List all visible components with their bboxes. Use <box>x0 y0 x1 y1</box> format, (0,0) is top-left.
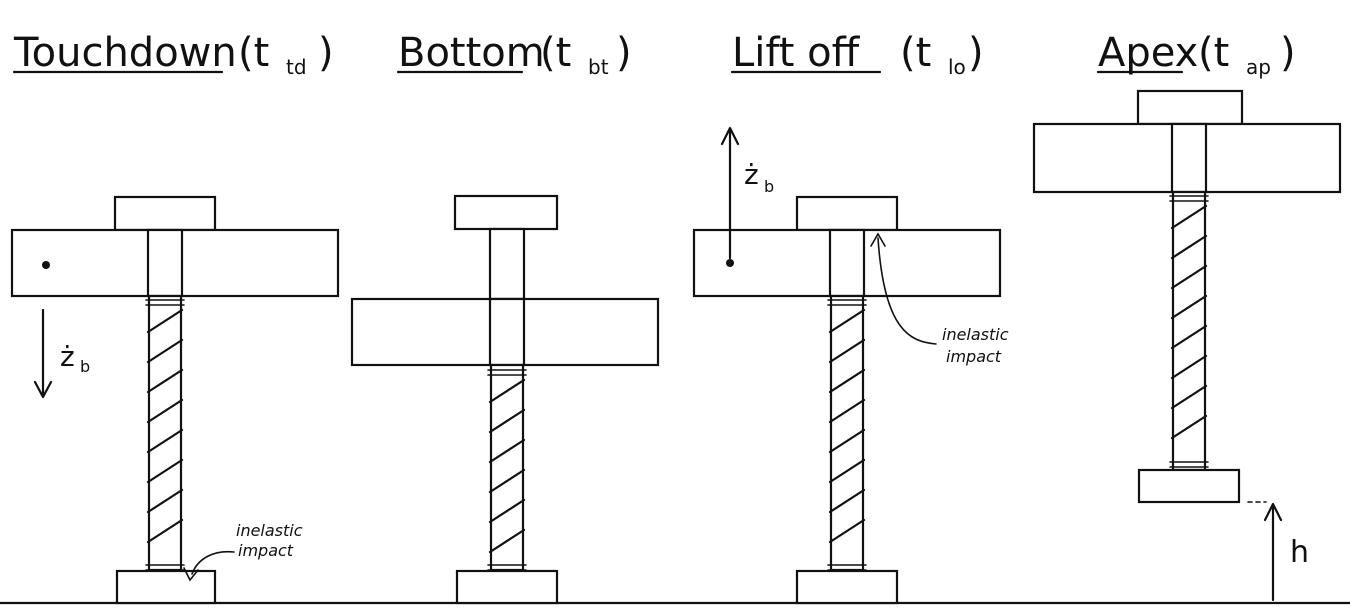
title-liftoff: Lift off (t lo ) <box>730 30 984 79</box>
title-bottom: Bottom (t bt ) <box>396 30 632 79</box>
title-apex-close: ) <box>1280 30 1296 76</box>
velocity-up-arrow <box>720 126 740 260</box>
velocity-label-sub: b <box>80 357 90 376</box>
rod-lower <box>489 363 525 572</box>
foot-pad <box>455 569 559 605</box>
title-liftoff-text: Lift off <box>732 30 861 76</box>
spring <box>1169 195 1209 468</box>
body-impact-note-line1: inelastic <box>942 325 1009 344</box>
title-bottom-open: (t <box>540 30 571 76</box>
hopper-touchdown: ż b inelastic impact <box>10 195 340 605</box>
foot-pad <box>115 569 217 605</box>
title-touchdown-close: ) <box>318 30 334 76</box>
title-apex-open: (t <box>1198 30 1229 76</box>
rod-cap <box>453 194 559 231</box>
rod-upper <box>828 228 866 298</box>
velocity-down-arrow <box>33 308 53 399</box>
body-impact-pointer <box>877 237 937 345</box>
foot-pad <box>795 569 899 605</box>
title-liftoff-open: (t <box>900 30 931 76</box>
title-touchdown-open: (t <box>238 30 269 76</box>
body-impact-arrowhead <box>870 232 886 247</box>
velocity-label-symbol: ż <box>60 340 75 373</box>
spring <box>827 299 867 571</box>
hopper-apex: h <box>1032 89 1342 602</box>
velocity-label-sub: b <box>764 177 774 196</box>
rod-cap <box>113 195 217 232</box>
center-of-mass-dot <box>726 259 734 267</box>
title-touchdown-sub: td <box>286 55 307 79</box>
rod-inside-body <box>488 297 526 367</box>
title-bottom-close: ) <box>616 30 632 76</box>
title-liftoff-sub: lo <box>948 55 966 79</box>
title-apex-sub: ap <box>1246 55 1271 79</box>
rod-cap <box>795 195 899 232</box>
height-label: h <box>1290 535 1309 570</box>
title-apex-text: Apex <box>1098 30 1198 76</box>
foot-impact-pointer <box>191 550 235 575</box>
center-of-mass-dot <box>42 261 50 269</box>
title-bottom-sub: bt <box>588 55 609 79</box>
foot-impact-arrowhead <box>183 567 199 582</box>
velocity-label-symbol: ż <box>744 158 759 191</box>
hopper-bottom <box>350 194 660 605</box>
rod-upper <box>1170 122 1208 194</box>
foot-impact-note-line2: impact <box>238 541 294 560</box>
rod-upper <box>488 227 526 301</box>
title-liftoff-close: ) <box>968 30 984 76</box>
foot-impact-note-line1: inelastic <box>236 521 303 540</box>
hopper-liftoff: ż b inelastic impact <box>692 126 1009 605</box>
title-apex: Apex (t ap ) <box>1096 30 1296 79</box>
height-arrow <box>1263 502 1283 602</box>
body-impact-note-line2: impact <box>946 347 1002 366</box>
foot-pad <box>1137 468 1241 504</box>
rod-cap <box>1136 89 1244 126</box>
title-touchdown-text: Touchdown <box>13 30 237 76</box>
title-bottom-text: Bottom <box>398 30 545 76</box>
rod-upper <box>146 228 184 298</box>
title-touchdown: Touchdown (t td ) <box>12 30 334 79</box>
